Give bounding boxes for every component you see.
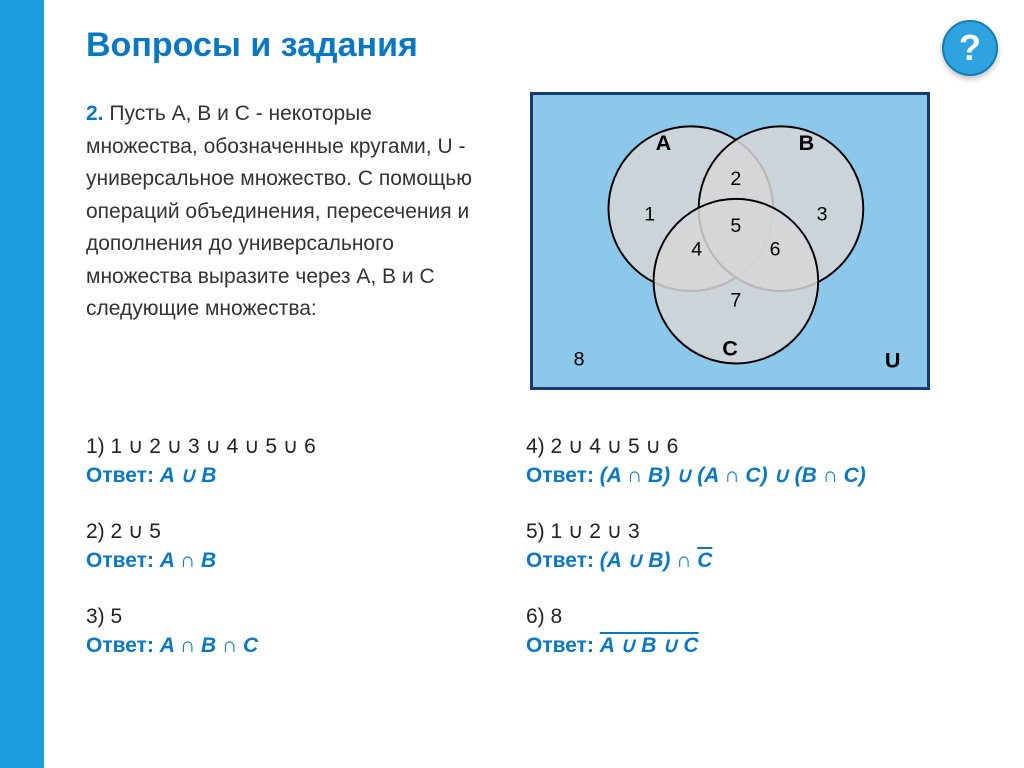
answer-label: Ответ: (526, 549, 600, 572)
venn-svg: A B C 1 2 3 4 5 6 7 8 U (533, 95, 927, 387)
answer-right-item-1: 4) 2 ∪ 4 ∪ 5 ∪ 6Ответ: (A ∩ B) ∪ (A ∩ C)… (526, 432, 966, 491)
venn-region-2: 2 (730, 168, 741, 190)
question-text: 2) 2 ∪ 5 (86, 517, 526, 546)
answer-line: Ответ: A ∪ B (86, 461, 526, 490)
problem-text: Пусть А, В и С - некоторые множества, об… (86, 102, 472, 320)
answer-label: Ответ: (86, 634, 160, 657)
question-text: 4) 2 ∪ 4 ∪ 5 ∪ 6 (526, 432, 966, 461)
page: ? Вопросы и задания 2. Пусть А, В и С - … (0, 0, 1024, 768)
venn-region-8: 8 (574, 348, 585, 370)
answers-col-left: 1) 1 ∪ 2 ∪ 3 ∪ 4 ∪ 5 ∪ 6Ответ: A ∪ B2) 2… (86, 432, 526, 686)
venn-region-1: 1 (644, 203, 655, 225)
answer-line: Ответ: A ∩ B (86, 546, 526, 575)
answer-line: Ответ: A ∪ B ∪ C (526, 631, 966, 660)
answer-right-item-2: 5) 1 ∪ 2 ∪ 3Ответ: (A ∪ B) ∩ C (526, 517, 966, 576)
venn-region-5: 5 (730, 215, 741, 237)
question-text: 3) 5 (86, 602, 526, 631)
answer-left-item-3: 3) 5Ответ: A ∩ B ∩ C (86, 602, 526, 661)
venn-label-b: B (799, 130, 815, 155)
left-accent-bar (0, 0, 44, 768)
answers-section: 1) 1 ∪ 2 ∪ 3 ∪ 4 ∪ 5 ∪ 6Ответ: A ∪ B2) 2… (86, 432, 966, 686)
answer-right-item-3: 6) 8Ответ: A ∪ B ∪ C (526, 602, 966, 661)
help-icon-glyph: ? (959, 27, 981, 69)
venn-label-a: A (656, 130, 672, 155)
answer-value: (A ∪ B) ∩ C (600, 549, 713, 572)
page-title: Вопросы и задания (86, 26, 418, 65)
answer-value: A ∩ B (160, 549, 216, 572)
answer-line: Ответ: A ∩ B ∩ C (86, 631, 526, 660)
answer-label: Ответ: (526, 634, 600, 657)
help-icon[interactable]: ? (942, 20, 998, 76)
question-text: 1) 1 ∪ 2 ∪ 3 ∪ 4 ∪ 5 ∪ 6 (86, 432, 526, 461)
venn-label-c: C (722, 336, 738, 361)
question-text: 6) 8 (526, 602, 966, 631)
venn-label-u: U (885, 347, 901, 372)
answer-line: Ответ: (A ∩ B) ∪ (A ∩ C) ∪ (B ∩ C) (526, 461, 966, 490)
venn-region-6: 6 (770, 239, 781, 261)
question-text: 5) 1 ∪ 2 ∪ 3 (526, 517, 966, 546)
problem-statement: 2. Пусть А, В и С - некоторые множества,… (86, 98, 486, 326)
answer-value: (A ∩ B) ∪ (A ∩ C) ∪ (B ∩ C) (600, 464, 866, 487)
venn-region-4: 4 (691, 239, 702, 261)
answer-label: Ответ: (526, 464, 600, 487)
venn-diagram-container: A B C 1 2 3 4 5 6 7 8 U (530, 92, 930, 390)
venn-region-3: 3 (817, 203, 828, 225)
answer-left-item-1: 1) 1 ∪ 2 ∪ 3 ∪ 4 ∪ 5 ∪ 6Ответ: A ∪ B (86, 432, 526, 491)
answers-col-right: 4) 2 ∪ 4 ∪ 5 ∪ 6Ответ: (A ∩ B) ∪ (A ∩ C)… (526, 432, 966, 686)
answer-value: A ∩ B ∩ C (160, 634, 258, 657)
venn-region-7: 7 (730, 290, 741, 312)
answer-value: A ∪ B ∪ C (600, 634, 699, 657)
answer-value: A ∪ B (160, 464, 217, 487)
problem-number: 2. (86, 102, 104, 125)
answer-label: Ответ: (86, 464, 160, 487)
answer-line: Ответ: (A ∪ B) ∩ C (526, 546, 966, 575)
answer-label: Ответ: (86, 549, 160, 572)
answer-left-item-2: 2) 2 ∪ 5Ответ: A ∩ B (86, 517, 526, 576)
venn-diagram: A B C 1 2 3 4 5 6 7 8 U (533, 95, 927, 387)
